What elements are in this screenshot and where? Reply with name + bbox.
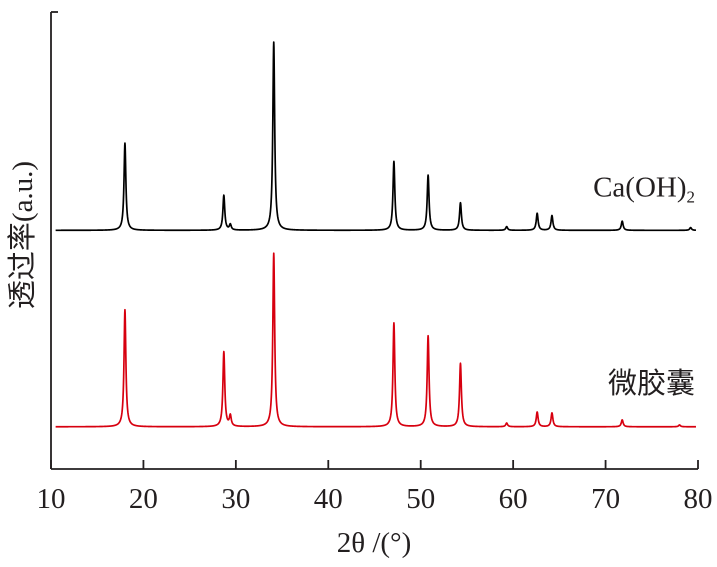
series-line-0 — [54, 41, 697, 232]
x-ticks: 10 20 30 40 50 60 70 80 — [37, 460, 713, 515]
series-label-main: 微胶囊 — [608, 367, 695, 400]
x-tick-label: 10 — [37, 483, 66, 515]
x-tick-label: 40 — [314, 483, 343, 515]
axes — [50, 11, 698, 470]
y-axis-title: 透过率(a.u.) — [6, 161, 39, 309]
x-axis-title: 2θ /(°) — [337, 527, 412, 559]
x-tick-label: 30 — [221, 483, 250, 515]
x-tick-label: 50 — [406, 483, 435, 515]
x-tick-label: 60 — [499, 483, 528, 515]
traces — [54, 41, 697, 428]
x-tick-label: 20 — [129, 483, 158, 515]
series-label-main: Ca(OH) — [593, 171, 686, 203]
series-labels: Ca(OH)2 微胶囊 — [593, 171, 695, 399]
series-label-1: 微胶囊 — [608, 367, 695, 400]
x-tick-label: 70 — [591, 483, 620, 515]
x-tick-label: 80 — [684, 483, 713, 515]
series-label-subscript: 2 — [687, 187, 696, 206]
series-line-1 — [54, 252, 697, 428]
series-label-0: Ca(OH)2 — [593, 171, 695, 206]
